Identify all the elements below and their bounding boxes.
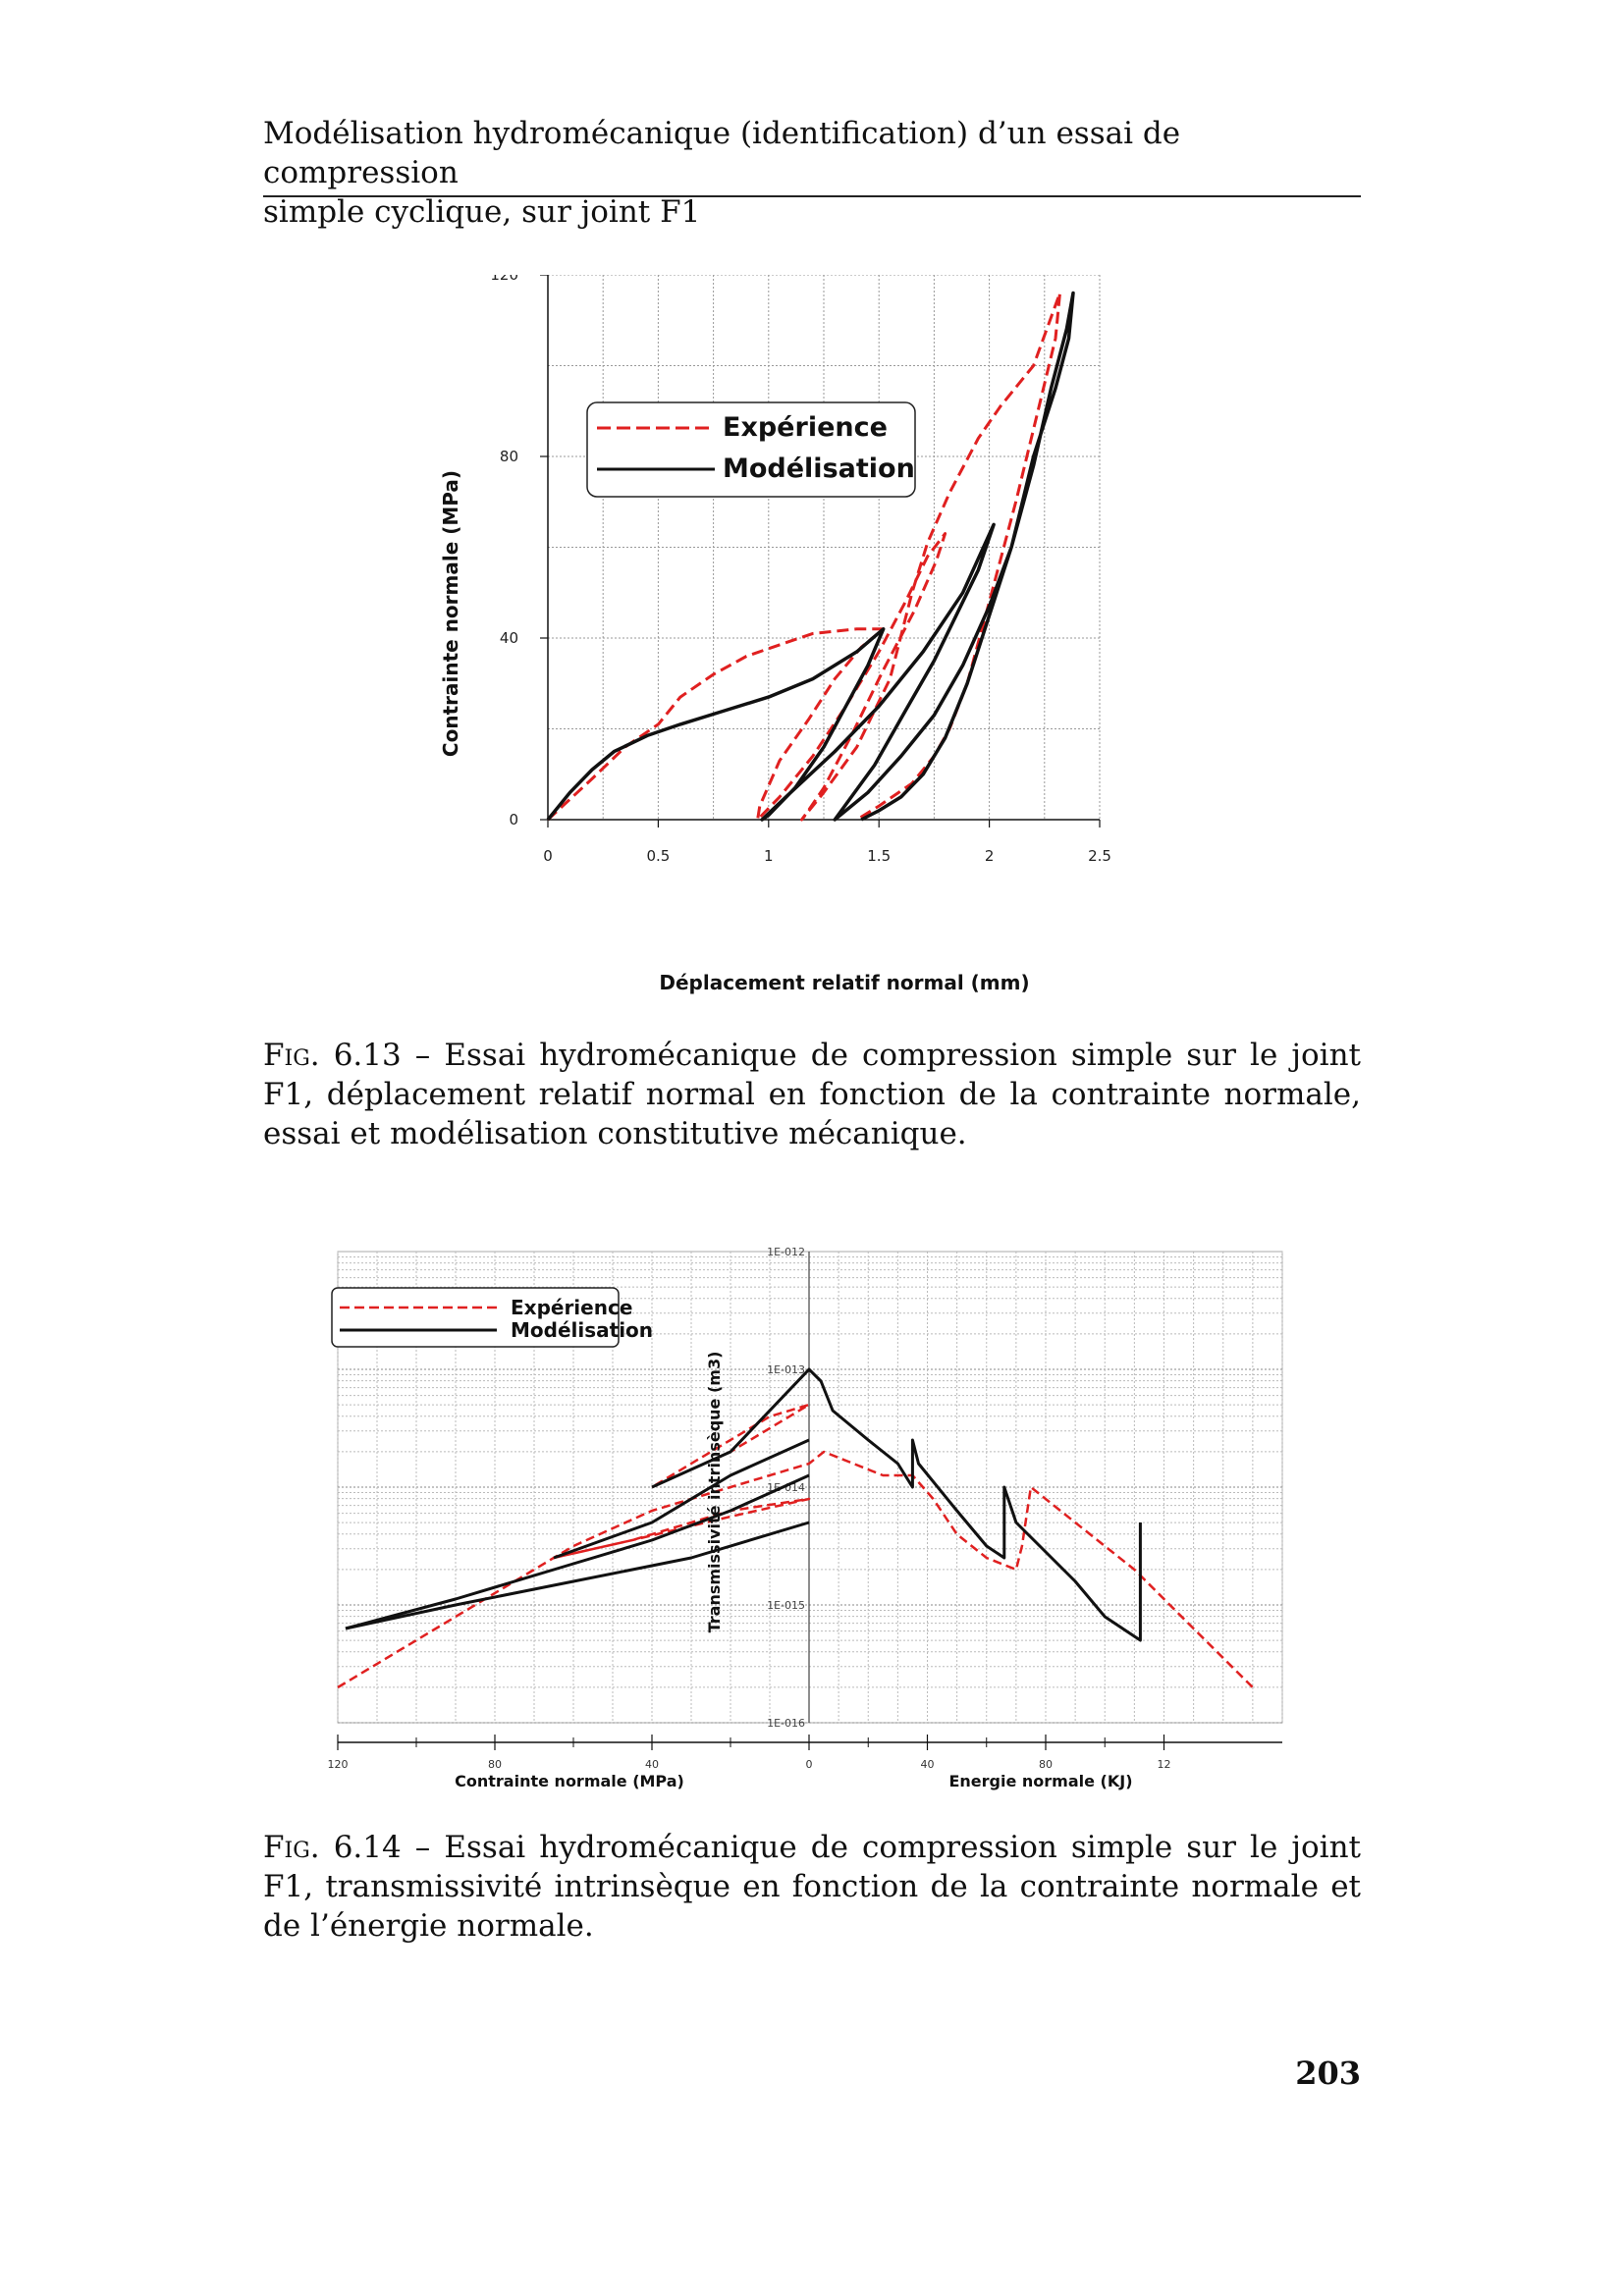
- f2-legend: Expérience Modélisation: [331, 1287, 653, 1348]
- figure-6-14-label: Fig. 6.14: [263, 1830, 402, 1865]
- f2-y-tick-label: 1E-015: [767, 1599, 805, 1612]
- f1-legend-box: [586, 401, 916, 498]
- f1-x-tick-label: 1: [764, 847, 774, 865]
- f1-legend-label-exp: Expérience: [723, 412, 888, 443]
- running-header: Modélisation hydromécanique (identificat…: [263, 114, 1361, 232]
- f2-x-tick-label: 40: [645, 1758, 659, 1771]
- figure-6-13-chart: 0 0.5 1 1.5 2 2.5 0 40 80 120 Déplacement relatif…: [439, 275, 1111, 994]
- f2-y-tick-label: 1E-013: [767, 1363, 805, 1376]
- f2-series-0-path-0: [337, 1450, 1254, 1689]
- f1-axes: [547, 275, 1100, 821]
- f2-series-1-path-3: [651, 1367, 1142, 1642]
- figure-6-13-label: Fig. 6.13: [263, 1038, 402, 1073]
- f1-x-axis-label: Déplacement relatif normal (mm): [659, 971, 1029, 994]
- f1-y-tick-label: 120: [490, 275, 518, 284]
- f1-y-tick-label: 40: [500, 629, 518, 647]
- f2-x-tick-label: 12: [1158, 1758, 1171, 1771]
- f2-series-1-path-0: [345, 1521, 810, 1630]
- running-header-line1: Modélisation hydromécanique (identificat…: [263, 116, 1181, 190]
- f2-y-axis-label: Transmissivité intrinsèque (m3): [705, 1352, 724, 1633]
- f1-series-1-line: [546, 291, 1075, 822]
- f1-legend-label-mod: Modélisation: [723, 454, 915, 484]
- f2-series-0-path-2: [553, 1497, 811, 1560]
- f2-left-x-axis-label: Contrainte normale (MPa): [455, 1772, 684, 1790]
- f1-x-tick-label: 2.5: [1088, 847, 1111, 865]
- figure-6-14-caption: Fig. 6.14 – Essai hydromécanique de comp…: [263, 1828, 1361, 1946]
- f2-x-tick-label: 40: [921, 1758, 935, 1771]
- f1-x-tick-label: 0: [543, 847, 553, 865]
- f2-legend-label-exp: Expérience: [511, 1296, 632, 1319]
- f2-series-1-path-1: [345, 1473, 810, 1630]
- f2-x-tick-label: 80: [488, 1758, 502, 1771]
- figure-6-14-caption-text: – Essai hydromécanique de compression si…: [263, 1830, 1361, 1944]
- f2-legend-label-mod: Modélisation: [511, 1318, 653, 1342]
- f2-legend-box: [331, 1287, 620, 1348]
- f2-x-tick-label: 120: [328, 1758, 349, 1771]
- header-rule: [263, 195, 1361, 197]
- f1-series: [546, 291, 1075, 822]
- figure-6-13-caption: Fig. 6.13 – Essai hydromécanique de comp…: [263, 1036, 1361, 1153]
- f1-x-tick-label: 1.5: [867, 847, 891, 865]
- f2-series-1-path-2: [553, 1438, 810, 1560]
- f1-ticks: 0 0.5 1 1.5 2 2.5 0 40 80 120: [490, 275, 1111, 865]
- f2-right-x-axis-label: Energie normale (KJ): [948, 1772, 1132, 1790]
- f2-x-tick-label: 0: [806, 1758, 813, 1771]
- f1-y-tick-label: 0: [509, 811, 518, 828]
- f2-y-tick-label: 1E-016: [767, 1717, 805, 1730]
- f1-legend: Expérience Modélisation: [586, 401, 916, 498]
- page-number: 203: [1295, 2055, 1361, 2092]
- f1-y-axis-label: Contrainte normale (MPa): [439, 470, 462, 757]
- f1-x-tick-label: 2: [985, 847, 995, 865]
- f1-x-tick-label: 0.5: [646, 847, 670, 865]
- f1-grid: [547, 275, 1101, 821]
- f2-series: [337, 1367, 1254, 1689]
- f1-y-tick-label: 80: [500, 448, 518, 465]
- f1-series-0-line: [546, 292, 1061, 822]
- f2-y-tick-label: 1E-012: [767, 1246, 805, 1258]
- f2-x-tick-label: 80: [1039, 1758, 1053, 1771]
- figure-6-13-caption-text: – Essai hydromécanique de compression si…: [263, 1038, 1361, 1151]
- running-header-line2: simple cyclique, sur joint F1: [263, 194, 701, 230]
